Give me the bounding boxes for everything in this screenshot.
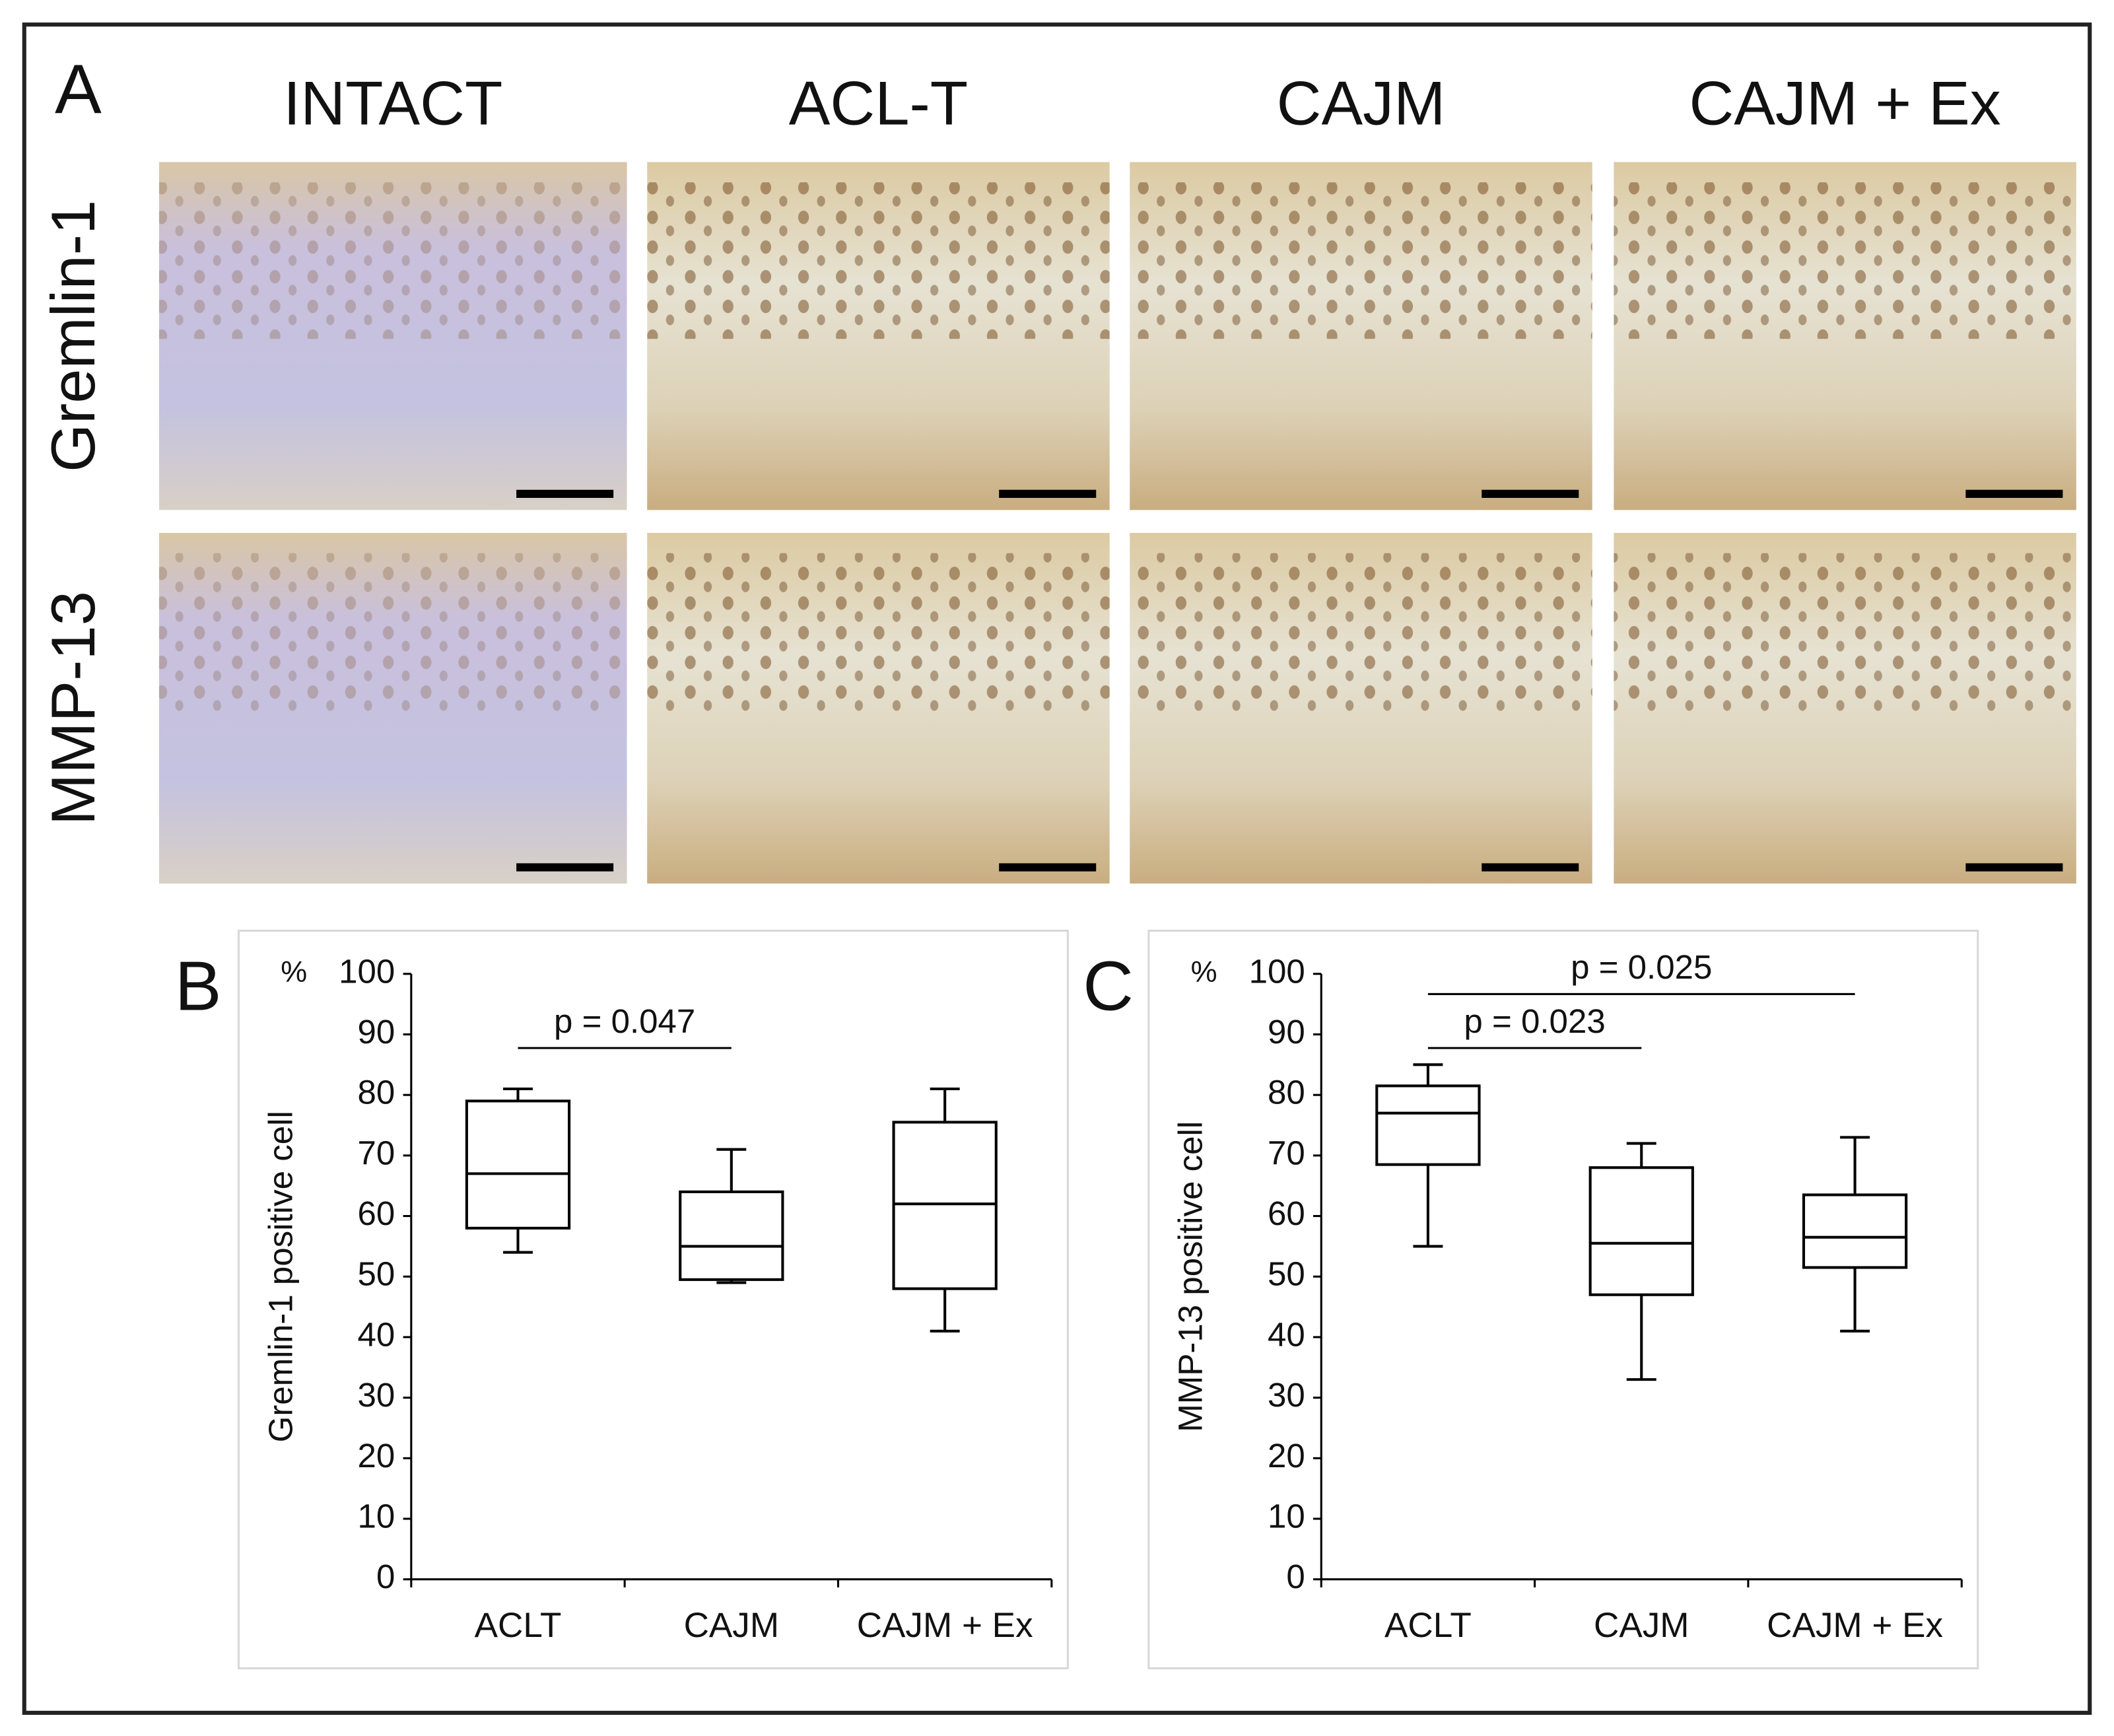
y-tick-label: 70 [1268, 1134, 1305, 1171]
box [1802, 1193, 1908, 1269]
x-tick-label: CAJM [1594, 1606, 1689, 1645]
y-tick-label: 20 [358, 1437, 395, 1475]
p-value: p = 0.023 [1464, 1002, 1605, 1040]
x-tick-label: ACLT [1384, 1606, 1472, 1645]
row-label: Gremlin-1 [38, 200, 108, 472]
y-tick-label: 10 [358, 1497, 395, 1535]
y-tick-label: 10 [1268, 1497, 1305, 1535]
x-tick-label: CAJM + Ex [857, 1606, 1033, 1645]
x-tick-label: CAJM + Ex [1767, 1606, 1943, 1645]
panel-label: A [55, 50, 102, 128]
y-tick-label: 90 [1268, 1013, 1305, 1051]
y-tick-label: 60 [1268, 1195, 1305, 1232]
panel-frame [237, 929, 1069, 1670]
column-header: INTACT [283, 69, 502, 138]
micrograph-cells [158, 182, 627, 339]
y-tick-label: 0 [1286, 1558, 1305, 1595]
box [1588, 1166, 1694, 1296]
micrograph-cells [1614, 553, 2076, 711]
box [465, 1099, 571, 1230]
panel-label: C [1083, 946, 1134, 1025]
x-tick-label: ACLT [475, 1606, 562, 1645]
y-tick-label: 30 [358, 1376, 395, 1414]
column-header: CAJM + Ex [1689, 69, 2000, 138]
box [679, 1190, 784, 1281]
micrograph-cells [647, 553, 1110, 711]
p-value: p = 0.047 [554, 1002, 695, 1040]
y-tick-label: 30 [1268, 1376, 1305, 1414]
y-tick-label: 40 [1268, 1315, 1305, 1353]
charts: B % Gremlin-1 positive cell 0 10 20 30 40 50 60 70… [175, 929, 1979, 1670]
y-tick-label: 50 [358, 1255, 395, 1293]
box [892, 1121, 998, 1290]
figure-border [22, 22, 2092, 1715]
panel-a: A INTACT ACL-T CAJM CAJM + Ex Gremlin-1 MMP-13 [38, 50, 2076, 884]
y-tick-label: 0 [376, 1558, 395, 1595]
y-tick-label: 50 [1268, 1255, 1305, 1293]
y-axis-label: Gremlin-1 positive cell [261, 1111, 299, 1442]
row-label: MMP-13 [38, 591, 108, 825]
column-header: CAJM [1277, 69, 1446, 138]
p-value: p = 0.025 [1571, 948, 1712, 986]
y-axis-label: MMP-13 positive cell [1172, 1121, 1210, 1432]
micrograph-cells [647, 182, 1110, 339]
y-tick-label: 90 [358, 1013, 395, 1051]
y-unit: % [281, 955, 307, 989]
y-tick-label: 80 [358, 1074, 395, 1111]
panel-frame [1147, 929, 1979, 1670]
y-tick-label: 80 [1268, 1074, 1305, 1111]
y-tick-label: 100 [339, 952, 395, 990]
y-tick-label: 60 [358, 1195, 395, 1232]
y-tick-label: 70 [358, 1134, 395, 1171]
micrograph-cells [1130, 182, 1592, 339]
y-unit: % [1191, 955, 1217, 989]
y-tick-label: 100 [1249, 952, 1305, 990]
micrograph-cells [1130, 553, 1592, 711]
panel-label: B [175, 946, 222, 1025]
micrograph-cells [158, 553, 627, 711]
column-header: ACL-T [789, 69, 968, 138]
box [1375, 1084, 1481, 1166]
y-tick-label: 40 [358, 1315, 395, 1353]
x-tick-label: CAJM [684, 1606, 780, 1645]
micrograph-cells [1614, 182, 2076, 339]
y-tick-label: 20 [1268, 1437, 1305, 1475]
